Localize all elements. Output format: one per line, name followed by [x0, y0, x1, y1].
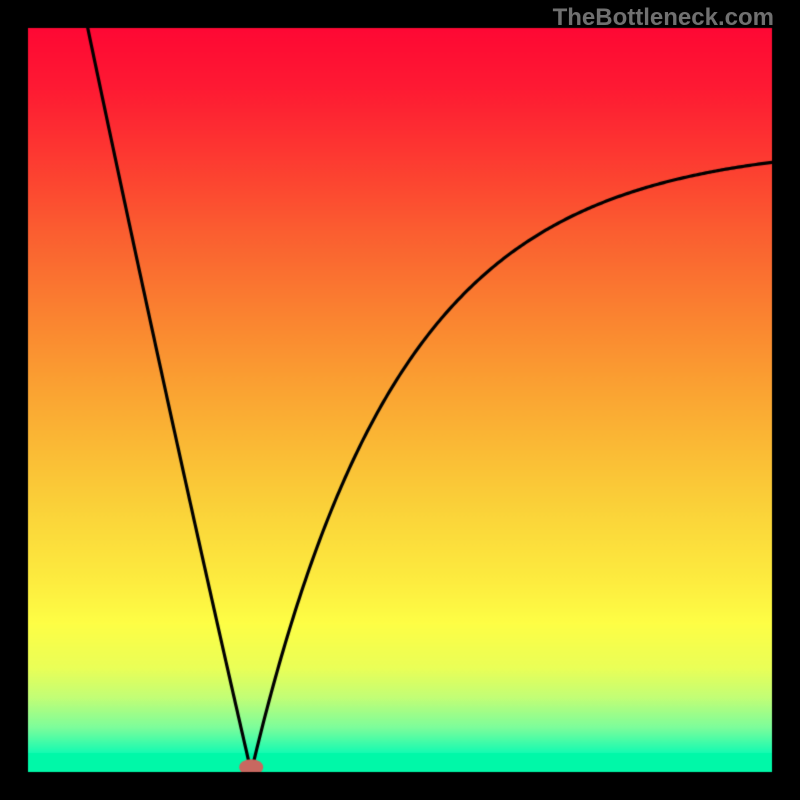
- chart-stage: TheBottleneck.com: [0, 0, 800, 800]
- bottleneck-curve-chart: [0, 0, 800, 800]
